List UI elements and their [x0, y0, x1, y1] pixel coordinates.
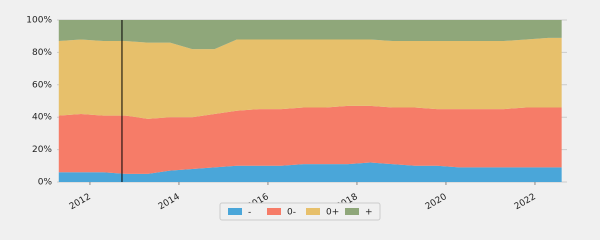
legend-swatch: [228, 208, 242, 215]
y-tick-label: 0%: [38, 178, 53, 188]
legend-swatch: [306, 208, 320, 215]
legend-swatch: [267, 208, 281, 215]
area: [58, 37, 562, 119]
legend-swatch: [345, 208, 359, 215]
y-tick-label: 60%: [32, 80, 52, 90]
legend-label: 0+: [326, 208, 339, 218]
y-tick-label: 80%: [32, 48, 52, 58]
legend-label: +: [365, 208, 373, 218]
legend-label: -: [248, 208, 251, 218]
y-tick-label: 40%: [32, 113, 52, 123]
area: [58, 20, 562, 50]
chart: 0%20%40%60%80%100%2012 2014 2016 2018 2020 20…: [26, 15, 567, 221]
y-tick-label: 100%: [26, 16, 52, 26]
legend-label: 0-: [287, 208, 296, 218]
area: [58, 162, 562, 182]
y-tick-label: 20%: [32, 145, 52, 155]
area: [58, 105, 562, 174]
legend-box: [219, 202, 381, 221]
